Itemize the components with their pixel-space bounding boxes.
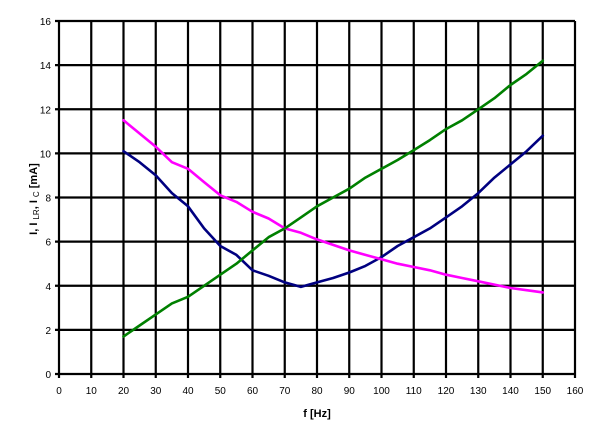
x-tick-label: 40 (182, 386, 194, 397)
series-line-i (122, 134, 545, 289)
x-tick-label: 90 (344, 386, 356, 397)
y-tick-label: 6 (45, 238, 51, 249)
y-axis-title-sub-c: C (32, 191, 41, 197)
x-tick-label: 20 (118, 386, 130, 397)
x-tick-label: 50 (215, 386, 227, 397)
grid (55, 19, 577, 378)
series-line-i-lr (122, 119, 545, 294)
x-tick-label: 80 (311, 386, 323, 397)
y-axis-title-sub-lr: LR (32, 209, 41, 219)
x-tick-label: 0 (56, 386, 62, 397)
y-axis-title: I, I LR, I C [mA] (28, 163, 41, 235)
y-tick-label: 8 (45, 194, 51, 205)
x-tick-label: 130 (470, 386, 487, 397)
x-tick-label: 70 (279, 386, 291, 397)
y-tick-label: 14 (40, 61, 52, 72)
y-tick-label: 4 (45, 282, 51, 293)
y-axis-title-unit: [mA] (28, 163, 40, 191)
x-tick-label: 120 (438, 386, 455, 397)
y-axis-ticks: 0 2 4 6 8 10 12 14 16 (40, 17, 52, 381)
y-tick-label: 16 (40, 17, 52, 28)
y-tick-label: 10 (40, 149, 52, 160)
x-tick-label: 30 (150, 386, 162, 397)
series-lines (122, 59, 545, 338)
x-tick-label: 160 (567, 386, 584, 397)
x-tick-label: 150 (534, 386, 551, 397)
y-tick-label: 12 (40, 105, 52, 116)
x-axis-ticks: 0 10 20 30 40 50 60 70 80 90 100 110 120 130 140 150 160 (56, 386, 584, 397)
y-tick-label: 2 (45, 326, 51, 337)
y-axis-title-main: I, I (28, 220, 40, 235)
x-tick-label: 60 (247, 386, 259, 397)
series-line-i-c (122, 59, 545, 338)
x-tick-label: 140 (502, 386, 519, 397)
x-axis-title: f [Hz] (303, 408, 331, 420)
x-tick-label: 10 (86, 386, 98, 397)
y-tick-label: 0 (45, 370, 51, 381)
y-axis-title-mid: , I (28, 197, 40, 209)
x-tick-label: 100 (373, 386, 390, 397)
x-tick-label: 110 (406, 386, 422, 397)
